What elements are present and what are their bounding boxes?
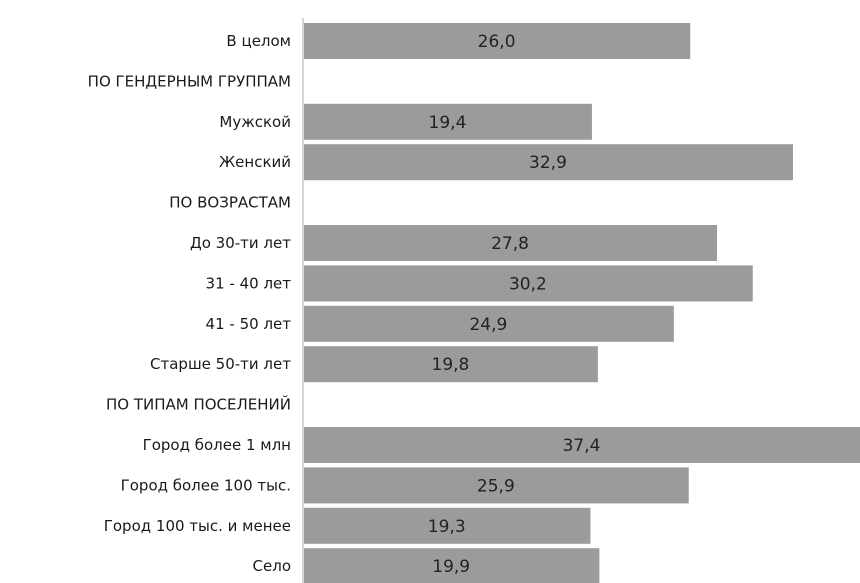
category-label: ПО ТИПАМ ПОСЕЛЕНИЙ (106, 395, 291, 414)
data-label: 24,9 (469, 315, 507, 335)
bar (304, 265, 753, 302)
category-label: Старше 50-ти лет (150, 355, 291, 373)
bars-layer (304, 23, 860, 583)
data-label: 37,4 (563, 436, 601, 456)
data-label: 19,3 (428, 517, 466, 537)
category-label: 31 - 40 лет (206, 274, 292, 292)
category-label: Мужской (219, 113, 291, 131)
bar (304, 427, 860, 463)
category-label: Село (253, 557, 291, 575)
category-label: Город 100 тыс. и менее (104, 517, 291, 535)
category-label: Женский (219, 153, 291, 171)
data-label: 19,8 (432, 355, 470, 375)
bar (304, 305, 674, 342)
bar (304, 225, 718, 261)
category-label: Город более 1 млн (143, 436, 291, 454)
bar (304, 467, 689, 504)
category-label: До 30-ти лет (190, 234, 291, 252)
category-label: В целом (226, 32, 291, 50)
bar (304, 144, 793, 181)
category-label: ПО ВОЗРАСТАМ (169, 194, 291, 212)
data-label: 30,2 (509, 274, 547, 294)
data-label: 27,8 (491, 234, 529, 254)
bar (304, 346, 598, 383)
bar (304, 507, 591, 544)
category-label: 41 - 50 лет (206, 315, 292, 333)
data-label: 26,0 (478, 32, 516, 52)
bar (304, 23, 691, 59)
data-label: 32,9 (529, 153, 567, 173)
data-label: 19,4 (429, 113, 467, 133)
bar (304, 548, 600, 583)
labels-layer: В целом 26,0 ПО ГЕНДЕРНЫМ ГРУППАМ Мужской 19… (88, 32, 601, 577)
data-label: 19,9 (432, 557, 470, 577)
data-label: 25,9 (477, 476, 515, 496)
category-label: ПО ГЕНДЕРНЫМ ГРУППАМ (88, 72, 291, 90)
category-label: Город более 100 тыс. (121, 476, 291, 494)
bar (304, 103, 592, 140)
